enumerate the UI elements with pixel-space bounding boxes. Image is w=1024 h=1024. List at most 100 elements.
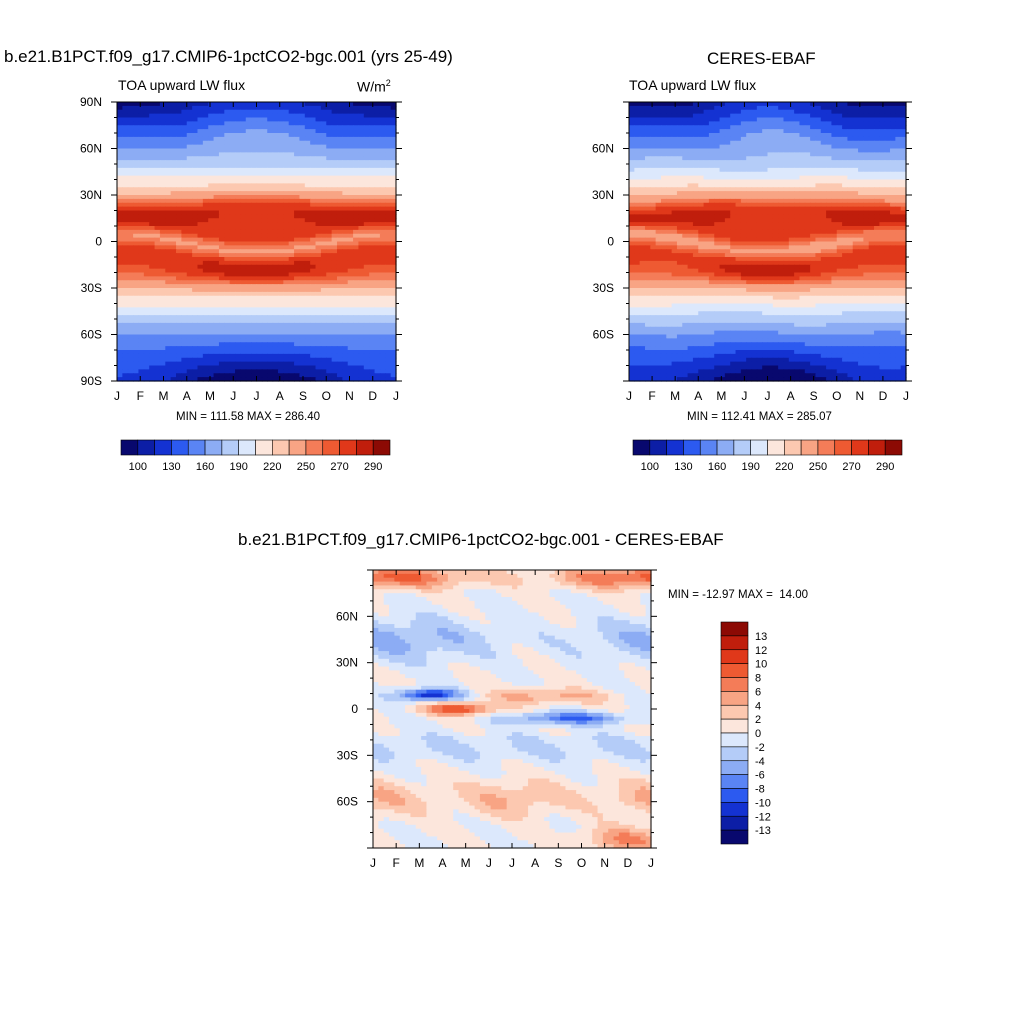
- field-cell: [762, 121, 769, 126]
- field-cell: [283, 102, 290, 107]
- field-cell: [336, 175, 343, 181]
- field-cell: [874, 156, 880, 161]
- field-cell: [288, 195, 295, 200]
- field-cell: [122, 187, 129, 192]
- field-cell: [229, 369, 236, 374]
- field-cell: [165, 280, 172, 285]
- field-cell: [353, 311, 360, 316]
- field-cell: [320, 160, 327, 165]
- field-cell: [374, 342, 381, 347]
- field-cell: [208, 191, 215, 196]
- field-cell: [197, 295, 204, 301]
- field-cell: [900, 171, 907, 177]
- field-cell: [240, 226, 247, 231]
- field-cell: [197, 303, 204, 308]
- field-cell: [369, 175, 376, 181]
- field-cell: [224, 105, 231, 111]
- field-cell: [629, 140, 635, 146]
- field-cell: [186, 175, 193, 181]
- field-cell: [240, 326, 247, 332]
- field-cell: [703, 167, 710, 173]
- field-cell: [363, 353, 370, 359]
- field-cell: [315, 319, 322, 324]
- field-cell: [165, 264, 172, 270]
- field-cell: [235, 377, 242, 382]
- field-cell: [170, 322, 177, 328]
- field-cell: [272, 245, 279, 250]
- field-cell: [358, 202, 365, 208]
- field-cell: [159, 373, 166, 378]
- field-cell: [304, 303, 311, 308]
- field-cell: [181, 326, 188, 332]
- field-cell: [687, 113, 694, 119]
- field-cell: [202, 326, 209, 332]
- field-cell: [714, 117, 721, 122]
- field-cell: [202, 105, 209, 111]
- field-cell: [159, 241, 166, 246]
- field-cell: [682, 121, 689, 126]
- field-cell: [336, 140, 343, 146]
- field-cell: [863, 105, 870, 111]
- field-cell: [272, 322, 279, 328]
- field-cell: [304, 319, 311, 324]
- field-cell: [224, 102, 231, 107]
- field-cell: [213, 121, 220, 126]
- field-cell: [267, 198, 274, 204]
- field-cell: [385, 140, 392, 146]
- field-cell: [740, 156, 747, 161]
- field-cell: [751, 125, 758, 130]
- field-cell: [746, 109, 753, 115]
- field-cell: [320, 148, 327, 153]
- field-cell: [369, 121, 376, 126]
- field-cell: [165, 171, 172, 177]
- field-cell: [170, 136, 177, 142]
- field-cell: [644, 144, 651, 150]
- field-cell: [682, 148, 689, 153]
- field-cell: [858, 183, 864, 188]
- field-cell: [170, 195, 177, 200]
- field-cell: [186, 195, 193, 200]
- field-cell: [218, 245, 225, 250]
- field-cell: [304, 152, 311, 157]
- field-cell: [283, 160, 290, 165]
- field-cell: [336, 245, 343, 250]
- field-cell: [895, 160, 902, 165]
- field-cell: [831, 156, 838, 161]
- field-cell: [320, 284, 327, 289]
- field-cell: [369, 222, 376, 227]
- field-cell: [229, 102, 236, 107]
- field-cell: [342, 148, 349, 153]
- field-cell: [772, 105, 779, 111]
- field-cell: [208, 117, 215, 122]
- field-cell: [213, 133, 220, 138]
- panel1-subtitle: TOA upward LW flux: [118, 77, 246, 93]
- field-cell: [347, 105, 354, 111]
- field-cell: [181, 288, 188, 293]
- field-cell: [170, 187, 177, 192]
- field-cell: [170, 191, 177, 196]
- field-cell: [639, 125, 646, 130]
- field-cell: [176, 346, 182, 351]
- field-cell: [143, 326, 150, 332]
- field-cell: [342, 377, 349, 382]
- field-cell: [202, 167, 209, 173]
- field-cell: [374, 241, 381, 246]
- field-cell: [347, 210, 354, 215]
- field-cell: [229, 272, 236, 277]
- field-cell: [895, 152, 902, 157]
- field-cell: [347, 319, 354, 324]
- field-cell: [358, 148, 365, 153]
- field-cell: [735, 125, 742, 130]
- field-cell: [202, 233, 209, 239]
- field-cell: [186, 109, 193, 115]
- field-cell: [692, 171, 699, 177]
- field-cell: [235, 326, 242, 332]
- field-cell: [847, 133, 854, 138]
- field-cell: [283, 245, 290, 250]
- field-cell: [831, 129, 838, 134]
- field-cell: [347, 322, 354, 328]
- field-cell: [154, 268, 161, 274]
- field-cell: [687, 171, 694, 177]
- field-cell: [315, 129, 322, 134]
- field-cell: [133, 268, 140, 274]
